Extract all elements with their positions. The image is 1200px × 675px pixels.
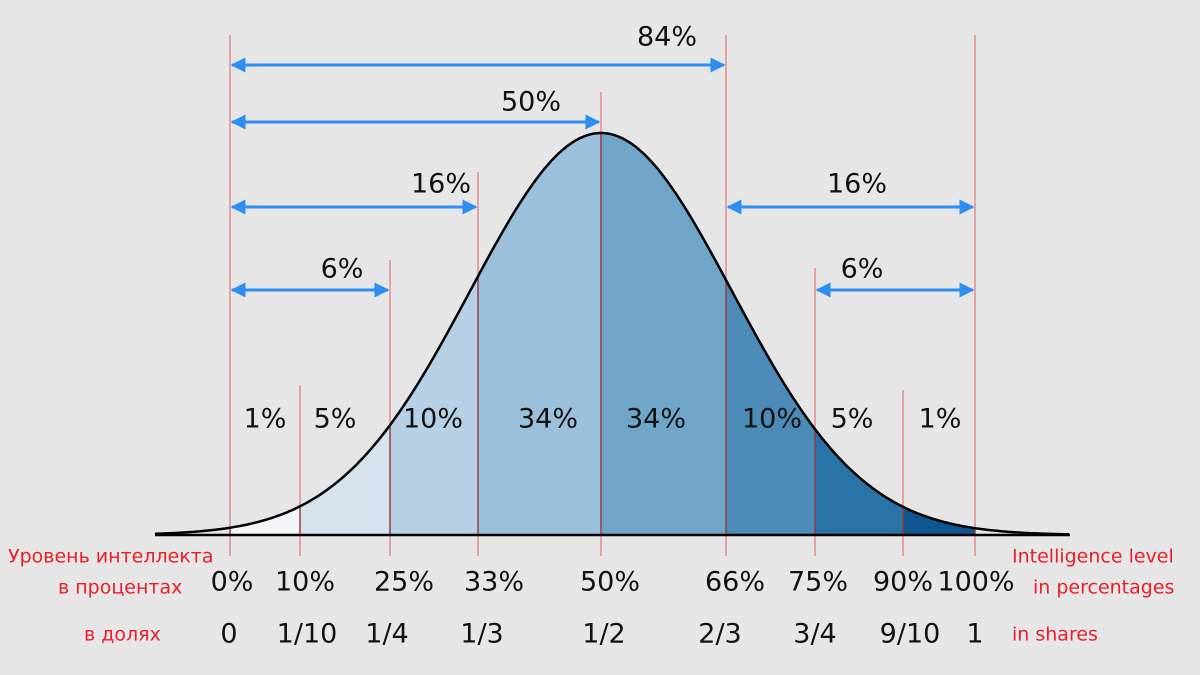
share-tick: 1 bbox=[966, 619, 983, 650]
arrow-label: 16% bbox=[827, 169, 887, 200]
segment-label: 34% bbox=[518, 404, 578, 435]
share-tick: 0 bbox=[220, 619, 237, 650]
share-tick: 1/4 bbox=[365, 619, 408, 650]
percent-tick: 33% bbox=[464, 567, 524, 598]
curve-segment bbox=[815, 429, 903, 535]
share-tick: 1/3 bbox=[460, 619, 503, 650]
curve-segment bbox=[300, 425, 390, 535]
right-label: Intelligence level bbox=[1012, 546, 1174, 568]
percent-tick: 90% bbox=[873, 567, 933, 598]
share-tick: 1/10 bbox=[277, 619, 338, 650]
segment-label: 5% bbox=[831, 404, 874, 435]
curve-segment bbox=[390, 276, 478, 535]
share-tick: 9/10 bbox=[880, 619, 941, 650]
segment-label: 1% bbox=[919, 404, 962, 435]
arrow-label: 16% bbox=[411, 169, 471, 200]
percent-tick: 10% bbox=[275, 567, 335, 598]
segment-label: 34% bbox=[626, 404, 686, 435]
segment-label: 10% bbox=[403, 404, 463, 435]
segment-label: 5% bbox=[314, 404, 357, 435]
percent-tick: 25% bbox=[374, 567, 434, 598]
curve-segment bbox=[601, 133, 726, 535]
segment-label: 10% bbox=[742, 404, 802, 435]
left-label: в долях bbox=[84, 624, 161, 646]
right-label: in percentages bbox=[1033, 577, 1174, 599]
arrow-label: 50% bbox=[501, 87, 561, 118]
segment-label: 1% bbox=[244, 404, 287, 435]
percent-tick: 75% bbox=[788, 567, 848, 598]
bell-curve bbox=[154, 131, 1069, 536]
percent-tick: 100% bbox=[937, 567, 1014, 598]
share-tick: 2/3 bbox=[698, 619, 741, 650]
percent-tick: 0% bbox=[211, 567, 254, 598]
arrow-label: 6% bbox=[841, 254, 884, 285]
curve-segment bbox=[478, 133, 601, 535]
percent-tick: 66% bbox=[705, 567, 765, 598]
left-label: Уровень интеллекта bbox=[8, 546, 214, 568]
curve-segment bbox=[726, 280, 815, 535]
share-tick: 3/4 bbox=[793, 619, 836, 650]
left-label: в процентах bbox=[58, 577, 182, 599]
percent-tick: 50% bbox=[580, 567, 640, 598]
arrow-label: 6% bbox=[321, 254, 364, 285]
arrow-label: 84% bbox=[637, 22, 697, 53]
right-label: in shares bbox=[1012, 624, 1098, 646]
share-tick: 1/2 bbox=[582, 619, 625, 650]
